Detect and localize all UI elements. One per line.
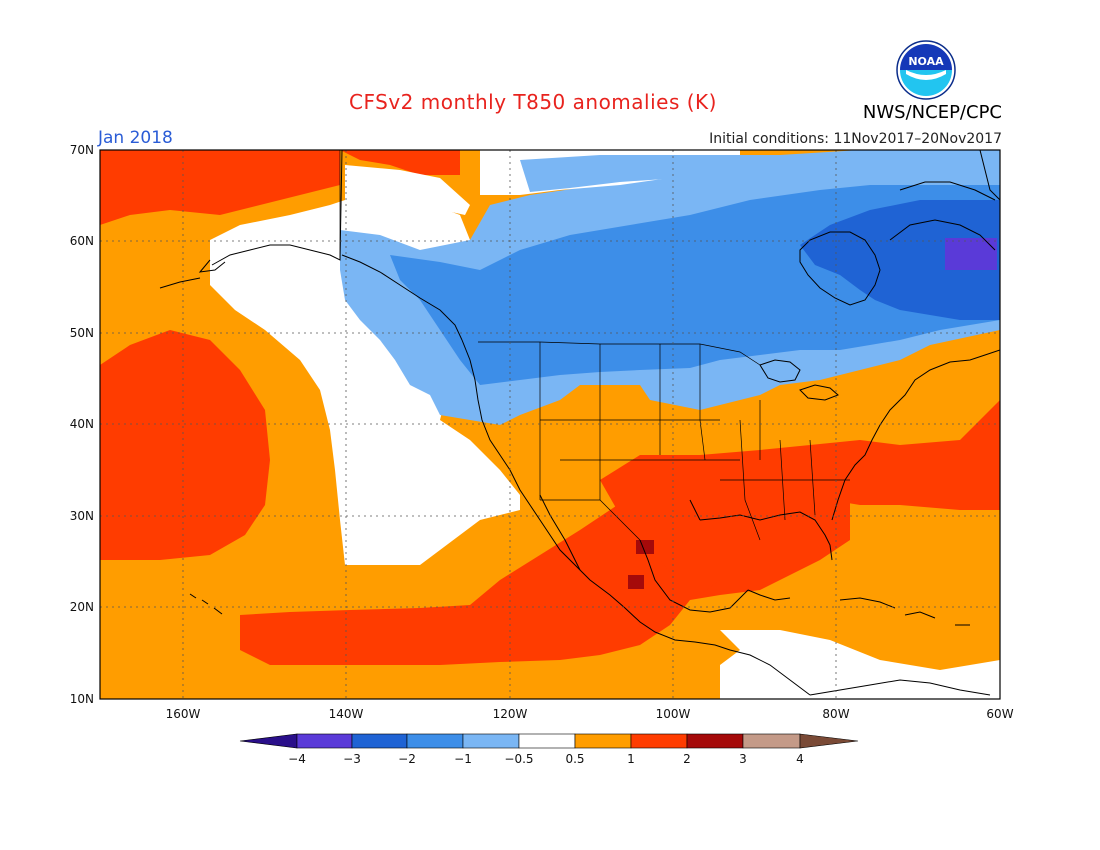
anomaly-fill-arctic-red: [100, 150, 340, 225]
lon-label: 100W: [656, 707, 691, 721]
forecast-month-label: Jan 2018: [98, 128, 173, 148]
lat-label: 60N: [70, 234, 94, 248]
colorbar-label: −2: [398, 752, 416, 766]
colorbar-label: 4: [796, 752, 804, 766]
anomaly-fill-southeast-red: [600, 400, 1000, 595]
colorbar-segment: [630, 733, 688, 749]
colorbar-label: 2: [683, 752, 691, 766]
colorbar-segment: [239, 733, 298, 749]
colorbar-label: −3: [343, 752, 361, 766]
lon-label: 60W: [986, 707, 1013, 721]
noaa-logo-icon: NOAA: [896, 40, 956, 100]
colorbar-segment: [406, 733, 464, 749]
colorbar-segment: [574, 733, 632, 749]
initial-conditions-label: Initial conditions: 11Nov2017–20Nov2017: [709, 131, 1002, 147]
lon-label: 80W: [822, 707, 849, 721]
anomaly-fields: [100, 150, 1000, 699]
lon-label: 120W: [493, 707, 528, 721]
lat-label: 10N: [70, 692, 94, 706]
lon-label: 140W: [329, 707, 364, 721]
svg-text:NOAA: NOAA: [908, 55, 944, 68]
map-title: CFSv2 monthly T850 anomalies (K): [349, 90, 717, 114]
colorbar: [239, 733, 859, 749]
colorbar-segment: [799, 733, 859, 749]
anomaly-fill-arctic-lightblue: [520, 150, 1000, 192]
colorbar-segment: [296, 733, 353, 749]
colorbar-labels: −4 −3 −2 −1 −0.5 0.5 1 2 3 4: [288, 752, 804, 766]
anomaly-fill-arctic-red-2: [340, 150, 460, 175]
colorbar-label: −4: [288, 752, 306, 766]
colorbar-label: 1: [627, 752, 635, 766]
lat-label: 50N: [70, 326, 94, 340]
anomaly-fill-plus-2-a: [636, 540, 654, 554]
anomaly-fill-caribbean-white: [720, 630, 1000, 699]
anomaly-fill-plus-2-b: [628, 575, 644, 589]
lat-label: 20N: [70, 600, 94, 614]
colorbar-segment: [462, 733, 520, 749]
anomaly-fill-arctic-white: [345, 165, 470, 215]
map-frame: [99, 149, 1001, 700]
colorbar-label: 3: [739, 752, 747, 766]
colorbar-segment: [742, 733, 801, 749]
longitude-labels: 160W 140W 120W 100W 80W 60W: [166, 707, 1014, 721]
colorbar-label: −1: [454, 752, 472, 766]
colorbar-label: 0.5: [565, 752, 584, 766]
colorbar-segment: [518, 733, 576, 749]
coastlines: [159, 150, 1000, 696]
lon-label: 160W: [166, 707, 201, 721]
colorbar-segment: [351, 733, 408, 749]
colorbar-segment: [686, 733, 744, 749]
agency-label: NWS/NCEP/CPC: [862, 102, 1002, 123]
colorbar-label: −0.5: [504, 752, 533, 766]
anomaly-fill-minus-2: [800, 200, 1000, 320]
latitude-labels: 70N 60N 50N 40N 30N 20N 10N: [70, 143, 94, 706]
anomaly-fill-minus-3: [945, 238, 997, 270]
lat-label: 40N: [70, 417, 94, 431]
political-borders: [339, 150, 850, 541]
graticule: [100, 150, 1000, 699]
lat-label: 30N: [70, 509, 94, 523]
anomaly-fill-pacific-red: [100, 330, 270, 560]
lat-label: 70N: [70, 143, 94, 157]
